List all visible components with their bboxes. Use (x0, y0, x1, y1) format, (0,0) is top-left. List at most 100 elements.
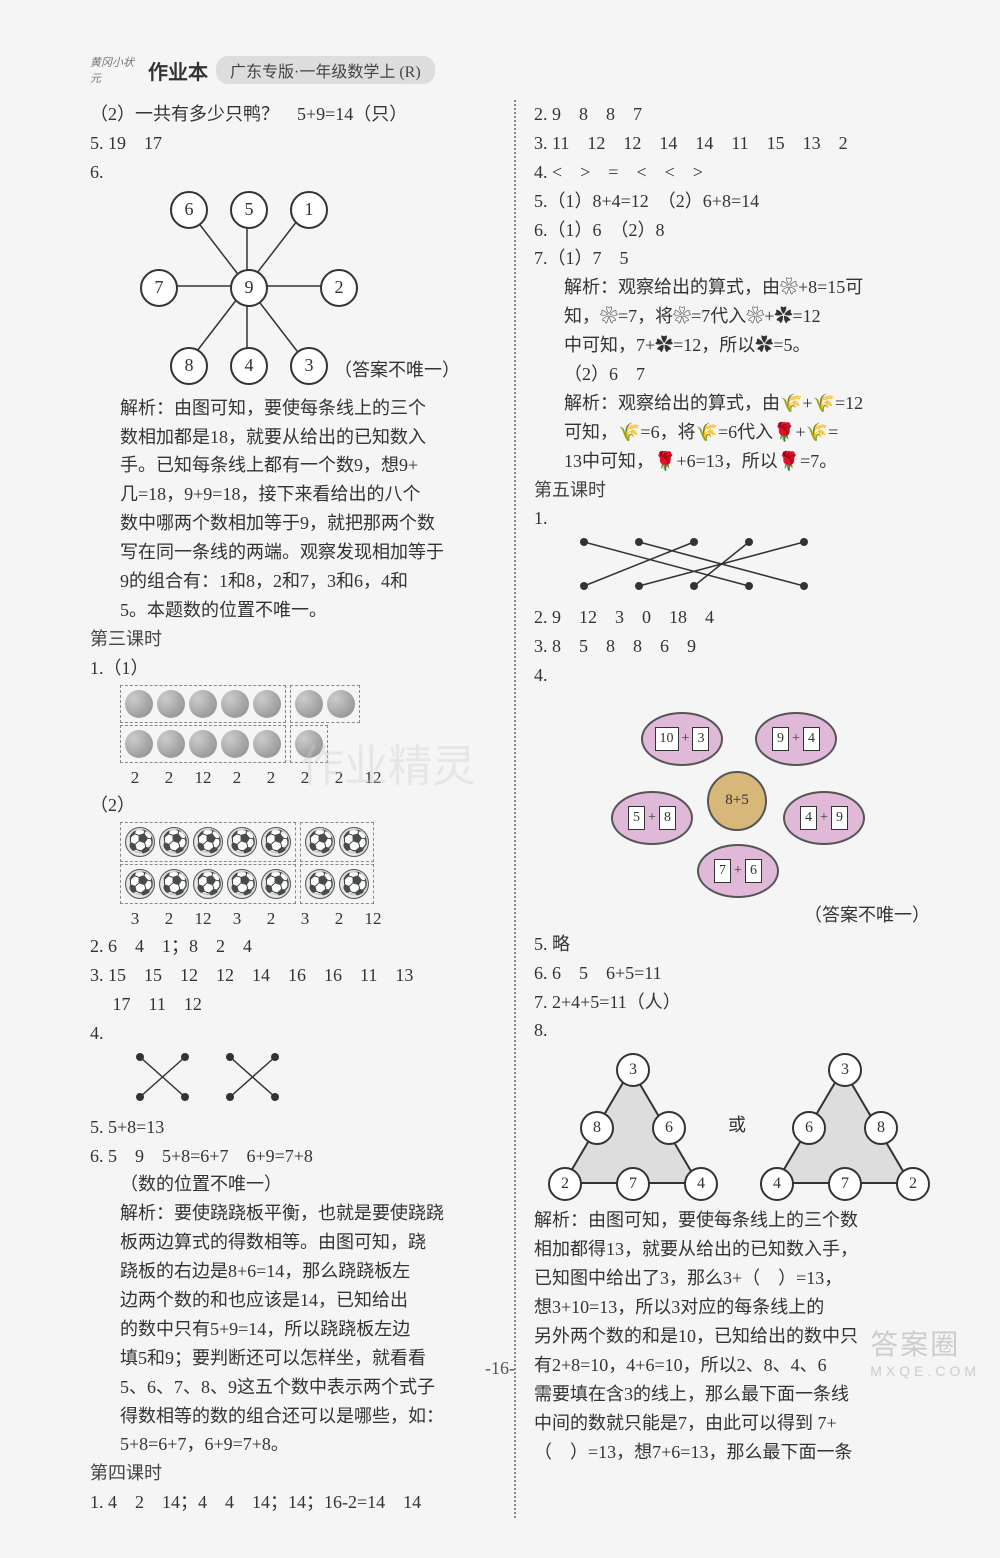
text-line: 2. 9 8 8 7 (534, 101, 940, 129)
text-line: 6. (90, 159, 496, 187)
analysis-line: 5+8=6+7，6+9=7+8。 (90, 1431, 496, 1459)
triangle-1: 3 8 6 2 7 4 (546, 1051, 716, 1201)
analysis-line: 几=18，9+9=18，接下来看给出的八个 (90, 481, 496, 509)
analysis-line: 相加都得13，就要从给出的已知数入手， (534, 1236, 940, 1264)
text-line: 5. 19 17 (90, 130, 496, 158)
analysis-line: 中可知，7+✿=12，所以✿=5。 (534, 332, 940, 360)
analysis-line: 的数中只有5+9=14，所以跷跷板左边 (90, 1316, 496, 1344)
text-line: 7.（1）7 5 (534, 245, 940, 273)
ball-row (120, 685, 496, 723)
text-line: 2. 9 12 3 0 18 4 (534, 604, 940, 632)
analysis-line: 边两个数的和也应该是14，已知给出 (90, 1287, 496, 1315)
star-node: 2 (320, 269, 358, 307)
text-line: 3. 11 12 12 14 14 11 15 13 2 (534, 130, 940, 158)
star-diagram: 9 6 5 1 7 2 8 4 3 （答案不唯一） (110, 191, 350, 391)
star-node: 8 (170, 347, 208, 385)
left-column: （2）一共有多少只鸭？ 5+9=14（只） 5. 19 17 6. 9 6 5 … (90, 100, 496, 1518)
lesson-heading: 第四课时 (90, 1460, 496, 1488)
or-text: 或 (728, 1112, 746, 1140)
analysis-line: 写在同一条线的两端。观察发现相加等于 (90, 539, 496, 567)
analysis-line: 数相加都是18，就要从给出的已知数入 (90, 424, 496, 452)
edition-pill: 广东专版·一年级数学上 (R) (216, 56, 435, 84)
text-line: 6. 6 5 6+5=11 (534, 960, 940, 988)
brand-stamp: 黄冈小状元 (90, 50, 140, 90)
main-title: 作业本 (148, 56, 208, 85)
star-node: 1 (290, 191, 328, 229)
note-text: （数的位置不唯一） (90, 1171, 496, 1199)
ball-row (120, 864, 496, 904)
analysis-line: 已知图中给出了3，那么3+（ ）=13， (534, 1265, 940, 1293)
analysis-line: 9的组合有：1和8，2和7，3和6，4和 (90, 568, 496, 596)
triangle-diagrams: 3 8 6 2 7 4 或 3 6 8 4 7 2 (534, 1051, 940, 1201)
flower-petal: 5+8 (611, 791, 693, 845)
star-center-node: 9 (230, 269, 268, 307)
text-line: 1. 4 2 14；4 4 14；14；16-2=14 14 (90, 1489, 496, 1517)
text-line: 17 11 12 (90, 991, 496, 1019)
analysis-line: 解析：由图可知，要使每条线上的三个 (90, 395, 496, 423)
flower-petal: 7+6 (697, 844, 779, 898)
text-line: 6. 5 9 5+8=6+7 6+9=7+8 (90, 1143, 496, 1171)
flower-petal: 9+4 (755, 712, 837, 766)
matching-diagram (120, 1049, 320, 1104)
analysis-line: 5。本题数的位置不唯一。 (90, 597, 496, 625)
analysis-line: 解析：观察给出的算式，由🌾+🌾=12 (534, 390, 940, 418)
ball-row (120, 725, 496, 763)
text-line: （2）6 7 (534, 361, 940, 389)
text-line: 5.（1）8+4=12 （2）6+8=14 (534, 188, 940, 216)
analysis-line: 解析：要使跷跷板平衡，也就是要使跷跷 (90, 1200, 496, 1228)
triangle-2: 3 6 8 4 7 2 (758, 1051, 928, 1201)
text-line: 3. 15 15 12 12 14 16 16 11 13 (90, 962, 496, 990)
text-line: 7. 2+4+5=11（人） (534, 989, 940, 1017)
flower-petal: 4+9 (783, 791, 865, 845)
text-line: 1. (534, 505, 940, 533)
right-column: 2. 9 8 8 7 3. 11 12 12 14 14 11 15 13 2 … (514, 100, 940, 1518)
star-node: 6 (170, 191, 208, 229)
page-header: 黄冈小状元 作业本 广东专版·一年级数学上 (R) (90, 50, 940, 90)
number-row: 3212323212 (120, 906, 496, 932)
analysis-line: 知，❀=7，将❀=7代入❀+✿=12 (534, 303, 940, 331)
text-line: 5. 5+8=13 (90, 1114, 496, 1142)
text-line: 8. (534, 1017, 940, 1045)
text-line: 5. 略 (534, 931, 940, 959)
star-node: 5 (230, 191, 268, 229)
analysis-line: 解析：观察给出的算式，由❀+8=15可 (534, 274, 940, 302)
text-line: 6.（1）6 （2）8 (534, 217, 940, 245)
analysis-line: （ ）=13，想7+6=13，那么最下面一条 (534, 1439, 940, 1467)
ball-row (120, 822, 496, 862)
analysis-line: 想3+10=13，所以3对应的每条线上的 (534, 1294, 940, 1322)
number-row: 2212222212 (120, 765, 496, 791)
watermark-sub: MXQE.COM (870, 1363, 980, 1379)
flower-petal: 10+3 (641, 712, 723, 766)
analysis-line: 需要填在含3的线上，那么最下面一条线 (534, 1381, 940, 1409)
text-line: （2）一共有多少只鸭？ 5+9=14（只） (90, 101, 496, 129)
analysis-line: 得数相等的数的组合还可以是哪些，如： (90, 1403, 496, 1431)
matching-diagram (564, 534, 864, 594)
analysis-line: 中间的数就只能是7，由此可以得到 7+ (534, 1410, 940, 1438)
flower-center: 8+5 (707, 771, 767, 831)
text-line: 1.（1） (90, 655, 496, 683)
analysis-line: 解析：由图可知，要使每条线上的三个数 (534, 1207, 940, 1235)
page-number: -16- (0, 1358, 1000, 1379)
analysis-line: 板两边算式的得数相等。由图可知，跷 (90, 1229, 496, 1257)
watermark: 答案圈 MXQE.COM (870, 1323, 980, 1379)
note-text: （答案不唯一） (334, 357, 460, 385)
text-line: 4. < > = < < > (534, 159, 940, 187)
lesson-heading: 第三课时 (90, 626, 496, 654)
star-node: 4 (230, 347, 268, 385)
text-line: 3. 8 5 8 8 6 9 (534, 633, 940, 661)
note-text: （答案不唯一） (534, 902, 940, 930)
analysis-line: 可知，🌾=6，将🌾=6代入🌹+🌾= (534, 419, 940, 447)
text-line: （2） (90, 792, 496, 820)
watermark-main: 答案圈 (870, 1329, 960, 1360)
analysis-line: 数中哪两个数相加等于9，就把那两个数 (90, 510, 496, 538)
text-line: 4. (534, 662, 940, 690)
lesson-heading: 第五课时 (534, 477, 940, 505)
star-node: 7 (140, 269, 178, 307)
text-line: 4. (90, 1020, 496, 1048)
flower-diagram: 8+5 10+3 9+4 5+8 4+9 7+6 (607, 696, 867, 896)
analysis-line: 手。已知每条线上都有一个数9，想9+ (90, 452, 496, 480)
analysis-line: 13中可知，🌹+6=13，所以🌹=7。 (534, 448, 940, 476)
analysis-line: 跷板的右边是8+6=14，那么跷跷板左 (90, 1258, 496, 1286)
text-line: 2. 6 4 1；8 2 4 (90, 933, 496, 961)
star-node: 3 (290, 347, 328, 385)
